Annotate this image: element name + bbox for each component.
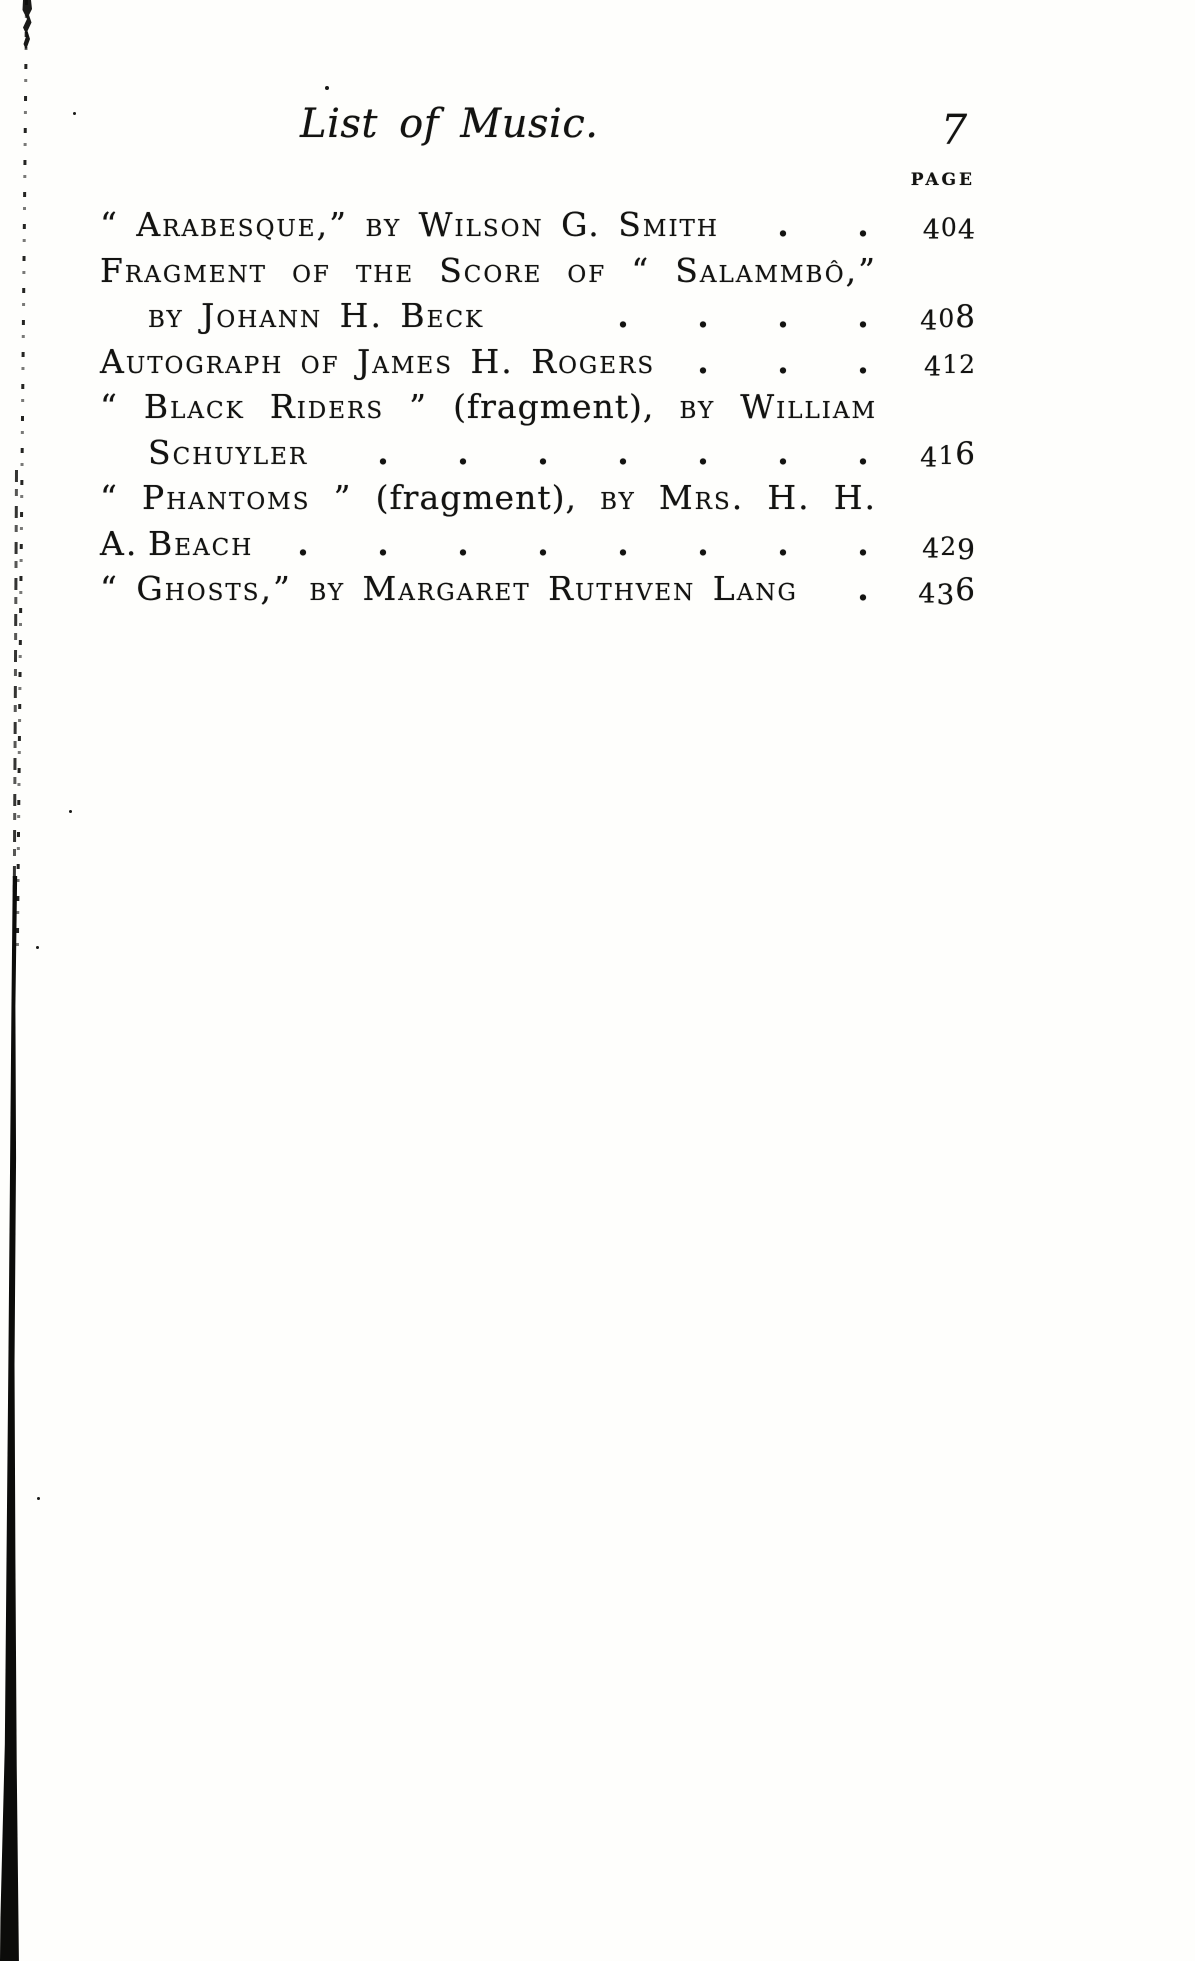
page-ref-digit: 4 — [922, 533, 940, 565]
list-item: “ Phantoms ” (fragment), by Mrs. H. H. A… — [100, 475, 975, 563]
leader-dot: . — [777, 432, 789, 472]
list-item: Fragment of the Score of “ Salammbô,” — [100, 248, 975, 294]
page-ref-digit: 4 — [920, 442, 938, 474]
scan-edge-bar-bottom — [0, 876, 19, 1961]
page-ref-digit: 4 — [920, 306, 938, 337]
entry-text: Fragment of the Score of “ Salammbô,” — [100, 248, 877, 294]
page-ref-digit: 9 — [957, 532, 975, 566]
ink-speck — [325, 86, 329, 90]
page-ref-digit: 6 — [955, 572, 975, 608]
entry-text: Schuyler — [148, 430, 308, 476]
page-ref-digit: 1 — [938, 440, 955, 470]
page-ref-digit: 8 — [955, 299, 975, 335]
entry-text: by Johann H. Beck — [148, 293, 484, 339]
leader-dot: . — [697, 432, 709, 472]
entry-text: “ Black Riders ” (fragment), by William — [100, 384, 877, 430]
entry-segment: “ Black Riders ” — [100, 387, 454, 426]
page-ref-digit: 4 — [957, 215, 975, 246]
leader-dot: . — [777, 205, 789, 244]
entry-segment: by William — [654, 387, 877, 426]
entry-segment: by Johann H. Beck — [148, 296, 485, 335]
entry-segment: Schuyler — [148, 432, 309, 472]
leader-dot: . — [617, 432, 629, 472]
leader-dot: . — [297, 523, 309, 563]
page-ref-digit: 0 — [940, 213, 957, 242]
list-item: Beach ........ 429 — [100, 521, 975, 567]
leader-dot: . — [377, 523, 389, 563]
list-item: “ Ghosts,” by Margaret Ruthven Lang . 43… — [100, 566, 975, 612]
dot-leader: .... — [484, 293, 903, 339]
page-ref-digit: 3 — [936, 578, 955, 611]
leader-dot: . — [457, 523, 469, 563]
ink-speck — [36, 946, 39, 949]
page-ref-digit: 6 — [955, 435, 975, 472]
page-column-header: PAGE — [910, 170, 975, 190]
leader-dot: . — [537, 523, 549, 563]
page-ref-digit: 0 — [938, 304, 955, 333]
leader-dot: . — [777, 296, 789, 335]
page-ref: 436 — [903, 566, 975, 612]
leader-dot: . — [857, 569, 869, 608]
folio-number: 7 — [941, 106, 968, 154]
scan-edge-line-top — [15, 0, 28, 960]
entry-text: “ Arabesque,” by Wilson G. Smith — [100, 202, 719, 248]
entry-text: “ Ghosts,” by Margaret Ruthven Lang — [100, 566, 798, 612]
page-ref-digit: 2 — [940, 531, 957, 561]
leader-dot: . — [857, 296, 869, 335]
leader-dot: . — [857, 432, 869, 472]
dot-leader: . — [798, 566, 903, 612]
leader-dot: . — [697, 341, 709, 381]
page-ref-digit: 1 — [942, 349, 959, 379]
list-item: “ Black Riders ” (fragment), by William — [100, 384, 975, 430]
page-title: List of Music. — [300, 101, 599, 147]
entry-segment: “ Ghosts,” by Margaret Ruthven Lang — [100, 569, 798, 608]
ink-speck — [37, 1497, 40, 1500]
leader-dot: . — [697, 523, 709, 563]
entry-segment: “ Phantoms ” — [100, 478, 376, 517]
list-item: by Johann H. Beck .... 408 — [100, 293, 975, 339]
ink-speck — [73, 112, 76, 115]
page-ref-digit: 4 — [924, 351, 942, 383]
leader-dot: . — [777, 341, 789, 381]
dot-leader: ........ — [253, 521, 903, 567]
page-ref-digit: 4 — [918, 579, 936, 610]
entry-text: Autograph of James H. Rogers — [100, 339, 655, 385]
ink-speck — [69, 810, 72, 813]
page-ref: 412 — [903, 339, 975, 385]
entry-segment: Autograph of James H. Rogers — [100, 341, 656, 381]
leader-dot: . — [617, 296, 629, 335]
entry-segment: Beach — [148, 523, 254, 563]
page-ref-digit: 4 — [922, 215, 940, 246]
music-list: “ Arabesque,” by Wilson G. Smith .. 404 … — [100, 202, 975, 612]
entry-segment: (fragment), — [453, 387, 655, 426]
entry-text: Beach — [148, 521, 253, 567]
dot-leader: .. — [719, 202, 903, 248]
entry-segment: Fragment of the Score of “ Salammbô,” — [100, 250, 877, 290]
leader-dot: . — [617, 523, 629, 563]
page-ref-digit: 2 — [959, 349, 975, 379]
page-ref: 404 — [903, 202, 975, 248]
leader-dot: . — [457, 432, 469, 472]
dot-leader: ....... — [308, 430, 903, 476]
leader-dot: . — [857, 205, 869, 244]
page-ref: 429 — [903, 521, 975, 567]
page-ref: 416 — [903, 430, 975, 476]
leader-dot: . — [777, 523, 789, 563]
list-item: Schuyler ....... 416 — [100, 430, 975, 476]
entry-segment: by Mrs. H. H. A. — [100, 478, 877, 563]
leader-dot: . — [537, 432, 549, 472]
leader-dot: . — [697, 296, 709, 335]
dot-leader: ... — [655, 339, 903, 385]
entry-segment: “ Arabesque,” by Wilson G. Smith — [100, 205, 719, 244]
leader-dot: . — [377, 432, 389, 472]
page-ref: 408 — [903, 293, 975, 339]
list-item: “ Arabesque,” by Wilson G. Smith .. 404 — [100, 202, 975, 248]
entry-text: “ Phantoms ” (fragment), by Mrs. H. H. A… — [100, 475, 877, 566]
leader-dot: . — [857, 523, 869, 563]
entry-segment: (fragment), — [375, 478, 577, 517]
list-item: Autograph of James H. Rogers ... 412 — [100, 339, 975, 385]
leader-dot: . — [857, 341, 869, 381]
